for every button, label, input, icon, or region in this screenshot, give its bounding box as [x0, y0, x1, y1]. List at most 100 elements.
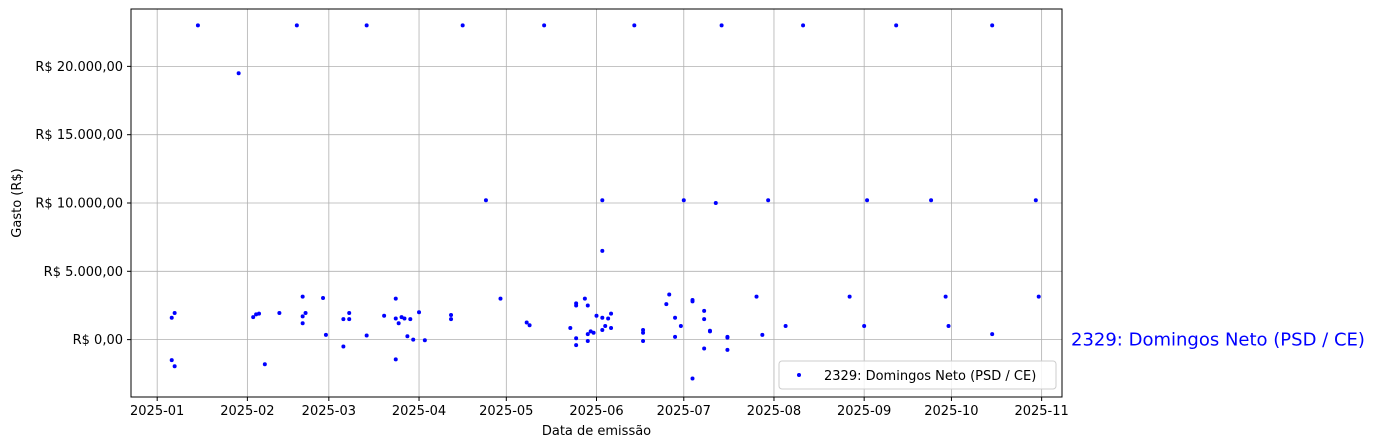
data-point [585, 303, 590, 308]
data-point [690, 299, 695, 304]
data-point [673, 334, 678, 339]
data-point [169, 315, 174, 320]
data-point [408, 317, 413, 322]
x-tick-label: 2025-07 [657, 404, 711, 419]
data-point [929, 198, 934, 203]
data-point [591, 330, 596, 335]
data-point [300, 294, 305, 299]
data-point [364, 333, 369, 338]
data-point [257, 311, 262, 316]
data-point [641, 328, 646, 333]
data-point [574, 301, 579, 306]
data-point [460, 23, 465, 28]
data-point [303, 310, 308, 315]
x-tick-label: 2025-03 [302, 404, 356, 419]
data-point [632, 23, 637, 28]
data-point [667, 292, 672, 297]
data-point [300, 314, 305, 319]
data-points [169, 23, 1041, 381]
y-axis-label: Gasto (R$) [10, 168, 25, 237]
data-point [600, 248, 605, 253]
data-point [585, 332, 590, 337]
x-axis-label: Data de emissão [542, 424, 651, 439]
data-point [347, 317, 352, 322]
data-point [894, 23, 899, 28]
data-point [402, 316, 407, 321]
data-point [1036, 294, 1041, 299]
y-tick-label: R$ 5.000,00 [44, 265, 123, 280]
data-point [754, 294, 759, 299]
data-point [195, 23, 200, 28]
grid-lines [131, 9, 1062, 397]
x-tick-label: 2025-10 [924, 404, 978, 419]
data-point [483, 198, 488, 203]
data-point [582, 296, 587, 301]
legend-entry-label: 2329: Domingos Neto (PSD / CE) [824, 369, 1036, 384]
y-tick-label: R$ 15.000,00 [35, 128, 123, 143]
data-point [719, 23, 724, 28]
data-point [262, 362, 267, 367]
data-point [609, 326, 614, 331]
x-tick-label: 2025-01 [130, 404, 184, 419]
data-point [603, 323, 608, 328]
data-point [600, 315, 605, 320]
data-point [411, 337, 416, 342]
x-axis-ticks: 2025-01 2025-02 2025-03 2025-04 2025-05 2025-… [130, 397, 1069, 419]
data-point [382, 313, 387, 318]
legend-box [778, 360, 1057, 390]
data-point [396, 321, 401, 326]
data-point [847, 294, 852, 299]
x-tick-label: 2025-08 [747, 404, 801, 419]
series-annotation: 2329: Domingos Neto (PSD / CE) [1071, 330, 1365, 351]
data-point [585, 338, 590, 343]
data-point [1033, 198, 1038, 203]
data-point [678, 323, 683, 328]
data-point [542, 23, 547, 28]
data-point [169, 358, 174, 363]
data-point [321, 295, 326, 300]
data-point [574, 336, 579, 341]
y-tick-label: R$ 20.000,00 [35, 60, 123, 75]
data-point [600, 328, 605, 333]
data-point [422, 338, 427, 343]
data-point [862, 323, 867, 328]
data-point [323, 332, 328, 337]
data-point [568, 326, 573, 331]
data-point [681, 198, 686, 203]
data-point [707, 329, 712, 334]
data-point [783, 323, 788, 328]
x-tick-label: 2025-06 [569, 404, 623, 419]
data-point [341, 344, 346, 349]
data-point [702, 317, 707, 322]
data-point [801, 23, 806, 28]
data-point [527, 323, 532, 328]
data-point [594, 313, 599, 318]
data-point [725, 347, 730, 352]
data-point [172, 310, 177, 315]
data-point [417, 310, 422, 315]
data-point [347, 310, 352, 315]
data-point [277, 310, 282, 315]
data-point [393, 357, 398, 362]
y-axis-ticks: R$ 0,00 R$ 5.000,00 R$ 10.000,00 R$ 15.000,… [35, 60, 131, 348]
x-tick-label: 2025-02 [220, 404, 274, 419]
data-point [524, 320, 529, 325]
data-point [673, 315, 678, 320]
data-point [449, 313, 454, 318]
data-point [760, 332, 765, 337]
data-point [946, 323, 951, 328]
data-point [943, 294, 948, 299]
data-point [702, 346, 707, 351]
data-point [300, 321, 305, 326]
data-point [251, 315, 256, 320]
x-tick-label: 2025-09 [837, 404, 891, 419]
data-point [449, 317, 454, 322]
legend-marker [797, 373, 801, 377]
x-tick-label: 2025-05 [479, 404, 533, 419]
data-point [990, 332, 995, 337]
x-tick-label: 2025-04 [392, 404, 446, 419]
y-tick-label: R$ 0,00 [73, 333, 123, 348]
data-point [393, 316, 398, 321]
data-point [405, 334, 410, 339]
data-point [766, 198, 771, 203]
